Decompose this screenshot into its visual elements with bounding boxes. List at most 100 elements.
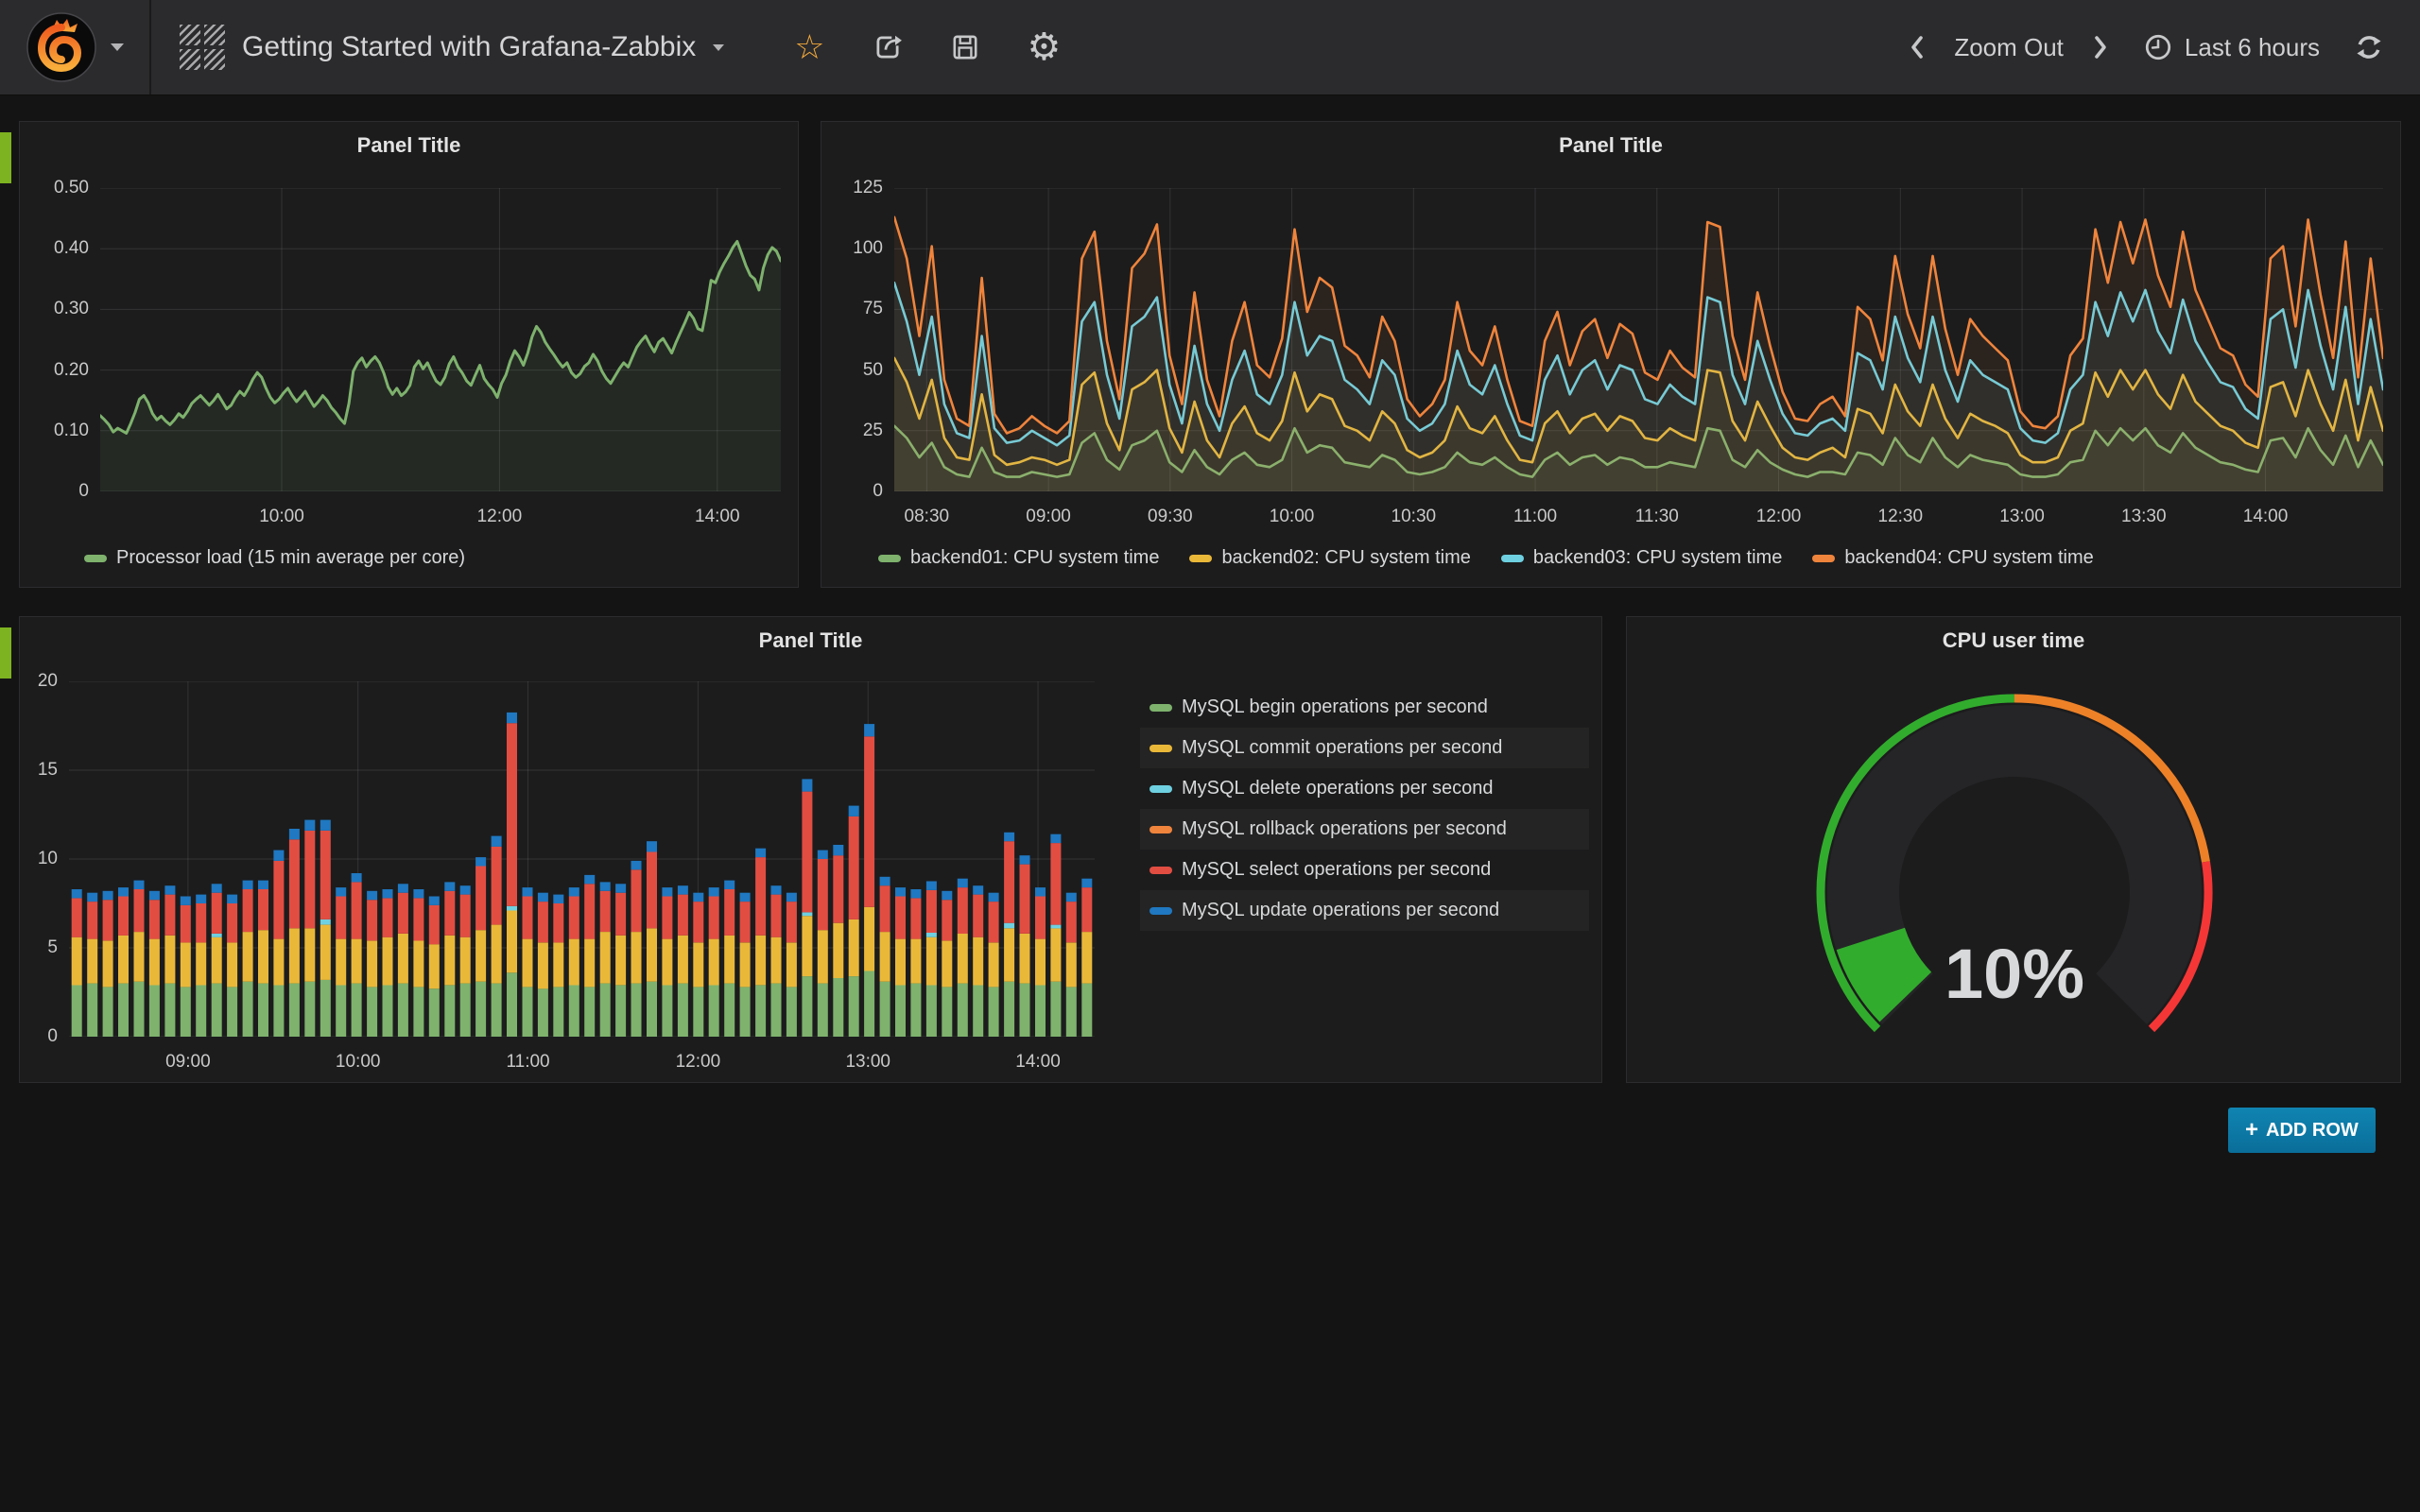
y-axis-tick-label: 0.40 xyxy=(23,238,89,259)
graph-legend: Processor load (15 min average per core) xyxy=(84,547,465,569)
legend-item[interactable]: MySQL begin operations per second xyxy=(1140,687,1589,728)
x-axis-tick-label: 14:00 xyxy=(672,507,763,527)
legend-item[interactable]: MySQL rollback operations per second xyxy=(1140,809,1589,850)
legend-color-swatch xyxy=(1150,907,1172,915)
legend-label: MySQL select operations per second xyxy=(1182,859,1491,881)
y-axis-tick-label: 0.50 xyxy=(23,178,89,198)
x-axis-tick-label: 14:00 xyxy=(2221,507,2311,527)
legend-item[interactable]: backend04: CPU system time xyxy=(1812,547,2093,569)
x-axis-tick-label: 13:30 xyxy=(2099,507,2189,527)
graph-legend: backend01: CPU system time backend02: CPU… xyxy=(878,547,2094,569)
legend-item[interactable]: MySQL select operations per second xyxy=(1140,850,1589,890)
x-axis-tick-label: 11:00 xyxy=(483,1052,574,1073)
y-axis-tick-label: 0 xyxy=(23,481,89,502)
dashboard-title: Getting Started with Grafana-Zabbix xyxy=(242,31,696,63)
legend-label: MySQL begin operations per second xyxy=(1182,696,1488,718)
x-axis-tick-label: 12:30 xyxy=(1855,507,1945,527)
y-axis-tick-label: 0 xyxy=(0,1026,58,1047)
clock-icon xyxy=(2143,32,2173,62)
legend-color-swatch xyxy=(84,555,107,562)
panel-title[interactable]: Panel Title xyxy=(821,133,2400,158)
time-shift-back-button[interactable] xyxy=(1909,26,1926,68)
y-axis-tick-label: 0.10 xyxy=(23,421,89,441)
legend-color-swatch xyxy=(1150,867,1172,874)
x-axis-tick-label: 10:00 xyxy=(313,1052,404,1073)
dashboard-actions: ☆ ⚙ xyxy=(794,26,1061,68)
legend-color-swatch xyxy=(1501,555,1524,562)
x-axis-tick-label: 10:00 xyxy=(236,507,327,527)
legend-color-swatch xyxy=(878,555,901,562)
star-button[interactable]: ☆ xyxy=(794,26,824,68)
panel-title[interactable]: Panel Title xyxy=(20,133,798,158)
y-axis-tick-label: 15 xyxy=(0,760,58,781)
chevron-right-icon xyxy=(2092,33,2109,61)
share-icon xyxy=(873,32,903,62)
legend-label: backend02: CPU system time xyxy=(1221,547,1470,569)
refresh-icon xyxy=(2354,32,2384,62)
x-axis-tick-label: 14:00 xyxy=(993,1052,1083,1073)
refresh-button[interactable] xyxy=(2354,26,2384,68)
legend-color-swatch xyxy=(1150,745,1172,752)
add-row-label: ADD ROW xyxy=(2266,1120,2359,1142)
graph-plot-area[interactable] xyxy=(894,188,2383,491)
y-axis-tick-label: 5 xyxy=(0,937,58,958)
x-axis-tick-label: 12:00 xyxy=(652,1052,743,1073)
panel-processor-load: Panel Title Processor load (15 min avera… xyxy=(19,121,799,588)
legend-item[interactable]: MySQL delete operations per second xyxy=(1140,768,1589,809)
x-axis-tick-label: 10:30 xyxy=(1368,507,1459,527)
panel-title[interactable]: Panel Title xyxy=(20,628,1601,653)
x-axis-tick-label: 12:00 xyxy=(1734,507,1824,527)
legend-item[interactable]: backend02: CPU system time xyxy=(1189,547,1470,569)
legend-label: MySQL delete operations per second xyxy=(1182,778,1493,799)
legend-label: Processor load (15 min average per core) xyxy=(116,547,465,569)
x-axis-tick-label: 11:30 xyxy=(1612,507,1703,527)
legend-label: backend04: CPU system time xyxy=(1844,547,2093,569)
legend-label: backend01: CPU system time xyxy=(910,547,1159,569)
y-axis-tick-label: 25 xyxy=(817,421,883,441)
legend-item[interactable]: Processor load (15 min average per core) xyxy=(84,547,465,569)
row-handle-top[interactable] xyxy=(0,132,11,183)
panel-title[interactable]: CPU user time xyxy=(1627,628,2400,653)
legend-color-swatch xyxy=(1189,555,1212,562)
legend-label: MySQL rollback operations per second xyxy=(1182,818,1507,840)
time-range-picker[interactable]: Last 6 hours xyxy=(2137,31,2325,63)
x-axis-tick-label: 12:00 xyxy=(454,507,544,527)
gear-icon: ⚙ xyxy=(1028,28,1062,66)
legend-item[interactable]: backend03: CPU system time xyxy=(1501,547,1782,569)
settings-button[interactable]: ⚙ xyxy=(1028,26,1062,68)
star-icon: ☆ xyxy=(794,30,824,64)
y-axis-tick-label: 20 xyxy=(0,671,58,692)
legend-item[interactable]: MySQL commit operations per second xyxy=(1140,728,1589,768)
time-range-label: Last 6 hours xyxy=(2185,33,2320,62)
legend-label: backend03: CPU system time xyxy=(1533,547,1782,569)
grafana-logo-icon xyxy=(26,11,97,83)
legend-color-swatch xyxy=(1150,826,1172,833)
y-axis-tick-label: 0.30 xyxy=(23,299,89,319)
graph-plot-area[interactable] xyxy=(69,681,1095,1037)
gauge-value: 10% xyxy=(1825,934,2204,1014)
panel-cpu-user-time-gauge: CPU user time 10% xyxy=(1626,616,2401,1083)
dashboard-title-button[interactable]: Getting Started with Grafana-Zabbix xyxy=(151,0,739,94)
time-shift-forward-button[interactable] xyxy=(2092,26,2109,68)
x-axis-tick-label: 09:00 xyxy=(143,1052,233,1073)
x-axis-tick-label: 13:00 xyxy=(1977,507,2067,527)
legend-item[interactable]: backend01: CPU system time xyxy=(878,547,1159,569)
y-axis-tick-label: 75 xyxy=(817,299,883,319)
zoom-out-label: Zoom Out xyxy=(1954,33,2064,62)
grafana-dashboard: Getting Started with Grafana-Zabbix ☆ xyxy=(0,0,2420,1512)
grafana-menu-button[interactable] xyxy=(0,0,149,94)
y-axis-tick-label: 10 xyxy=(0,849,58,869)
graph-legend: MySQL begin operations per second MySQL c… xyxy=(1140,687,1589,931)
add-row-button[interactable]: + ADD ROW xyxy=(2228,1108,2376,1153)
zoom-out-button[interactable]: Zoom Out xyxy=(1954,26,2064,68)
graph-plot-area[interactable] xyxy=(100,188,781,491)
time-controls: Zoom Out Last 6 hours xyxy=(1909,26,2420,68)
x-axis-tick-label: 13:00 xyxy=(822,1052,913,1073)
x-axis-tick-label: 09:30 xyxy=(1125,507,1216,527)
legend-item[interactable]: MySQL update operations per second xyxy=(1140,890,1589,931)
legend-label: MySQL update operations per second xyxy=(1182,900,1499,921)
save-button[interactable] xyxy=(950,26,980,68)
dashboard-grid-icon xyxy=(180,25,225,70)
x-axis-tick-label: 10:00 xyxy=(1247,507,1338,527)
share-button[interactable] xyxy=(873,26,903,68)
